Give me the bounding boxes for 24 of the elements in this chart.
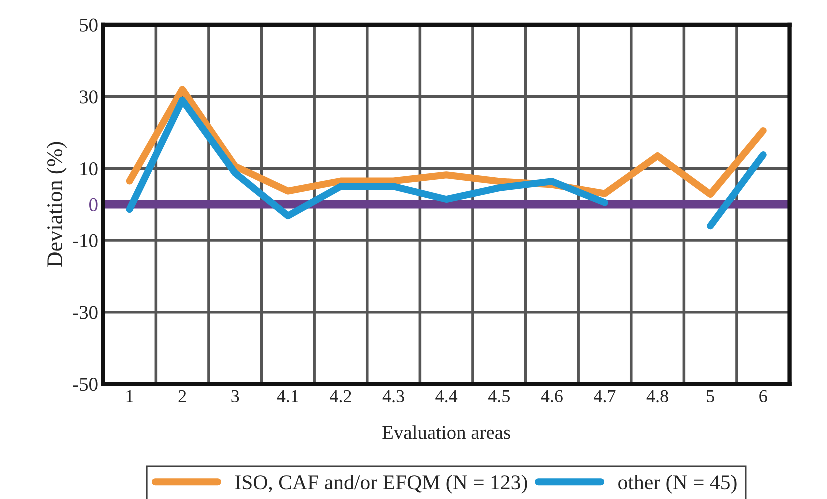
- x-tick-label: 1: [126, 390, 134, 402]
- x-tick-label: 4.3: [382, 390, 404, 403]
- legend-label: ISO, CAF and/or EFQM (N = 123): [235, 474, 528, 494]
- x-tick-label: 4.4: [436, 390, 458, 403]
- y-tick-label: 0: [90, 198, 98, 212]
- x-tick-label: 2: [178, 390, 186, 402]
- x-tick-label: 6: [760, 390, 768, 402]
- y-tick-label: -10: [73, 234, 98, 248]
- x-tick-label: 4.5: [488, 390, 510, 403]
- y-tick-label: 30: [80, 90, 98, 104]
- y-axis-title: Deviation (%): [46, 142, 68, 268]
- x-tick-label: 4.6: [541, 390, 563, 403]
- x-tick-label: 4.1: [277, 390, 298, 403]
- x-tick-label: 4.7: [594, 390, 616, 403]
- legend-label: other (N = 45): [618, 474, 737, 494]
- y-tick-label: -50: [73, 378, 98, 392]
- x-tick-label: 4.8: [646, 390, 668, 403]
- x-axis-title: Evaluation areas: [382, 426, 510, 440]
- y-tick-label: 50: [80, 18, 98, 32]
- y-tick-label: -30: [73, 306, 98, 320]
- x-tick-label: 5: [707, 390, 714, 402]
- x-tick-label: 3: [232, 390, 240, 402]
- y-tick-label: 10: [80, 162, 98, 176]
- x-tick-label: 4.2: [330, 390, 352, 403]
